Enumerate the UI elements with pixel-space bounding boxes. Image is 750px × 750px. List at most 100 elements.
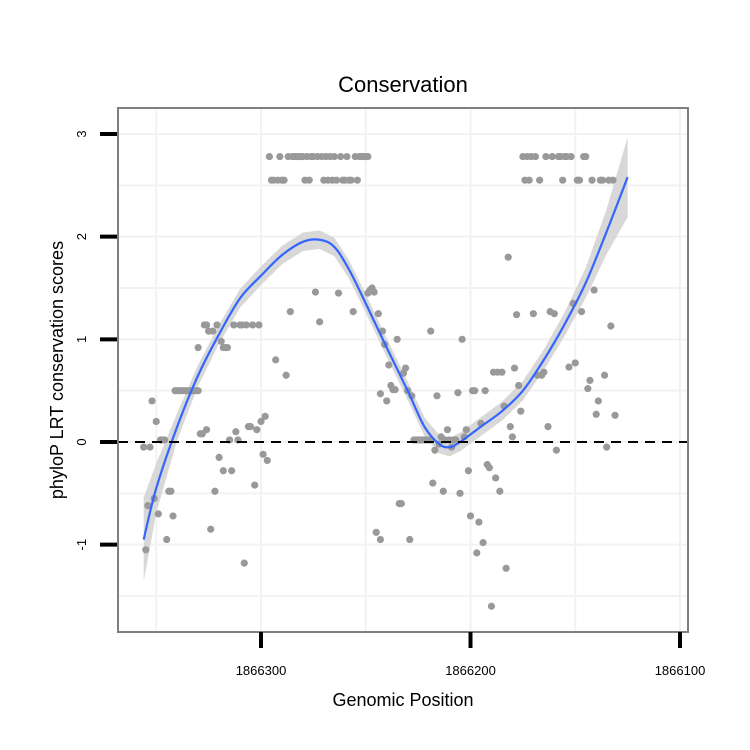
data-point	[148, 397, 156, 405]
data-point	[452, 436, 460, 444]
data-point	[194, 343, 202, 352]
data-point	[332, 176, 341, 184]
data-point	[372, 528, 380, 536]
data-point	[454, 389, 462, 397]
data-point	[305, 176, 313, 184]
data-point	[515, 381, 523, 390]
data-point	[272, 356, 280, 364]
data-point	[246, 423, 255, 431]
data-point	[261, 412, 269, 420]
data-point	[251, 481, 259, 489]
data-point	[353, 176, 361, 184]
data-point	[347, 176, 355, 184]
data-point	[586, 376, 594, 384]
data-point	[536, 176, 544, 184]
data-point	[337, 152, 345, 161]
data-point	[209, 327, 217, 335]
data-point	[508, 433, 516, 441]
data-point	[466, 512, 475, 520]
data-point	[498, 368, 506, 376]
data-point	[462, 426, 470, 434]
data-point	[559, 176, 567, 184]
data-point	[471, 387, 479, 395]
data-point	[565, 363, 573, 371]
ribbon-layer	[143, 137, 628, 582]
data-point	[217, 337, 225, 345]
data-point	[376, 535, 385, 544]
data-point	[397, 500, 405, 508]
data-point	[603, 443, 611, 451]
data-point	[552, 446, 560, 454]
data-point	[487, 602, 496, 610]
data-point	[600, 371, 609, 379]
data-point	[370, 288, 378, 296]
data-point	[607, 322, 615, 330]
data-point	[211, 487, 219, 495]
data-point	[263, 456, 271, 465]
data-point	[529, 310, 537, 318]
data-point	[255, 321, 263, 329]
data-point	[383, 397, 391, 405]
data-point	[242, 321, 250, 329]
data-point	[152, 417, 160, 426]
data-point	[163, 535, 171, 544]
data-point	[230, 321, 238, 329]
data-point	[232, 428, 240, 436]
data-point	[592, 410, 600, 418]
data-point	[582, 152, 590, 161]
data-point	[464, 467, 473, 475]
data-point	[544, 423, 552, 431]
data-point	[598, 176, 607, 184]
data-point	[571, 359, 579, 367]
data-point	[265, 152, 273, 161]
scatter-points	[140, 152, 619, 610]
y-tick-label: 1	[74, 336, 89, 343]
y-tick-label: 2	[74, 233, 89, 240]
data-point	[364, 152, 372, 161]
data-point	[154, 510, 162, 518]
data-point	[588, 176, 596, 184]
data-point	[502, 564, 510, 572]
data-point	[594, 397, 602, 405]
data-point	[481, 387, 489, 395]
y-tick-label: -1	[74, 539, 89, 551]
data-point	[316, 318, 324, 326]
data-point	[228, 467, 236, 475]
data-point	[548, 152, 556, 161]
data-point	[427, 327, 435, 335]
data-point	[167, 487, 175, 495]
data-point	[393, 335, 401, 343]
data-point	[431, 446, 439, 454]
data-point	[504, 253, 512, 261]
data-point	[219, 467, 227, 475]
data-point	[611, 411, 619, 419]
data-point	[142, 546, 150, 554]
data-point	[590, 286, 598, 294]
frame-layer	[117, 107, 689, 633]
data-point	[567, 152, 575, 161]
data-point	[577, 308, 586, 316]
data-point	[374, 310, 382, 318]
data-point	[202, 321, 211, 329]
x-axis-label: Genomic Position	[332, 690, 473, 710]
data-point	[140, 443, 148, 451]
data-point	[406, 535, 414, 544]
data-point	[169, 512, 177, 520]
data-point	[144, 502, 152, 510]
data-point	[575, 176, 584, 184]
data-point	[257, 417, 265, 426]
data-point	[584, 385, 592, 393]
data-point	[249, 321, 257, 329]
data-point	[473, 549, 481, 557]
data-point	[510, 364, 519, 372]
y-tick-label: 0	[74, 438, 89, 445]
data-point	[550, 310, 558, 318]
data-point	[161, 436, 169, 444]
data-point	[349, 308, 357, 316]
data-point	[479, 539, 487, 547]
data-point	[259, 450, 267, 458]
data-point	[443, 426, 452, 434]
data-point	[485, 464, 493, 472]
data-point	[253, 426, 261, 434]
